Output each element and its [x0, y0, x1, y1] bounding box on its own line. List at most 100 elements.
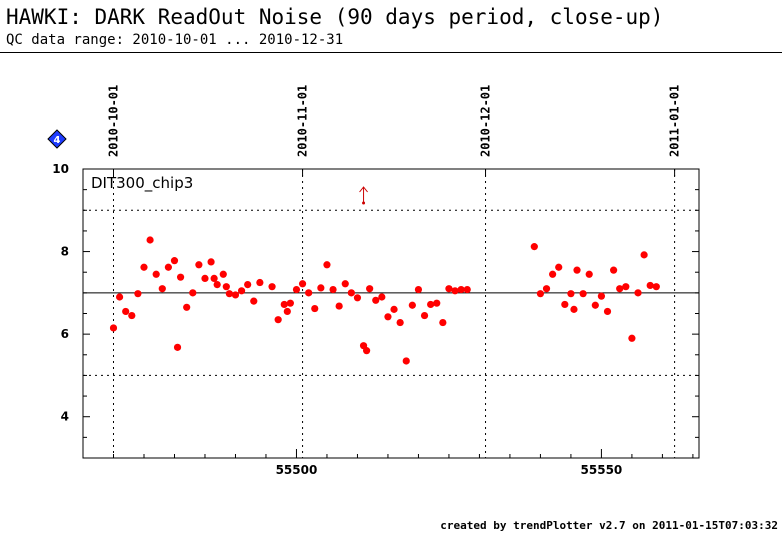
- data-point: [591, 301, 599, 309]
- off-scale-indicator: [359, 186, 368, 205]
- data-point: [122, 307, 130, 316]
- data-point: [451, 287, 459, 295]
- data-point: [152, 270, 160, 278]
- x-tick-label: 55550: [581, 463, 623, 477]
- data-point: [457, 285, 465, 294]
- data-point: [536, 290, 545, 298]
- data-point: [189, 289, 197, 297]
- data-point: [640, 251, 648, 259]
- footer-credit: created by trendPlotter v2.7 on 2011-01-…: [440, 519, 778, 532]
- data-point: [109, 324, 118, 332]
- data-point: [555, 263, 563, 271]
- data-point: [207, 258, 215, 266]
- data-point: [146, 236, 154, 244]
- data-point: [445, 285, 453, 293]
- data-point: [274, 316, 282, 324]
- data-point: [222, 283, 230, 291]
- data-point: [646, 281, 654, 290]
- y-tick-label: 10: [52, 162, 69, 176]
- y-tick-label: 4: [61, 410, 69, 424]
- date-tick-label: 2011-01-01: [668, 85, 682, 157]
- data-point: [158, 285, 166, 293]
- data-point: [134, 290, 142, 298]
- data-point: [283, 307, 291, 316]
- data-point: [396, 318, 404, 327]
- data-point: [170, 257, 179, 265]
- chart-title: HAWKI: DARK ReadOut Noise (90 days perio…: [6, 5, 664, 29]
- data-point: [603, 307, 612, 316]
- data-point: [433, 299, 441, 307]
- data-point: [231, 291, 240, 299]
- data-point: [570, 305, 578, 313]
- data-point: [183, 303, 191, 311]
- data-point: [585, 270, 593, 278]
- data-point: [210, 274, 218, 283]
- data-point: [542, 285, 551, 293]
- data-point: [439, 318, 447, 327]
- date-tick-label: 2010-11-01: [296, 85, 310, 157]
- data-point: [366, 285, 374, 293]
- data-point: [549, 270, 557, 278]
- data-point: [280, 300, 288, 309]
- data-point: [353, 294, 362, 302]
- data-point: [244, 281, 252, 289]
- data-point: [378, 293, 386, 301]
- data-point: [628, 334, 636, 342]
- data-point: [164, 263, 172, 271]
- data-point: [530, 243, 538, 251]
- data-point: [298, 280, 307, 288]
- data-point: [390, 305, 398, 313]
- data-point: [372, 296, 380, 304]
- header-divider: [0, 52, 782, 53]
- data-point: [335, 302, 343, 310]
- data-point: [311, 304, 319, 313]
- data-point: [408, 301, 416, 309]
- data-point: [427, 300, 435, 309]
- data-point: [363, 347, 371, 355]
- date-tick-label: 2010-12-01: [479, 85, 493, 157]
- date-axis: 2010-10-01 2010-11-01 2010-12-01 2011-01-01: [106, 85, 681, 157]
- data-point: [341, 280, 349, 288]
- data-point: [292, 285, 301, 294]
- data-point: [579, 290, 587, 298]
- data-point: [622, 283, 630, 291]
- data-point: [176, 273, 185, 281]
- data-point: [561, 300, 569, 309]
- data-point: [329, 285, 337, 294]
- data-point: [347, 289, 355, 297]
- data-point: [173, 343, 182, 351]
- data-point: [402, 357, 410, 365]
- y-tick-label: 8: [61, 245, 69, 259]
- data-point: [463, 285, 471, 294]
- data-point: [652, 283, 660, 291]
- data-point: [573, 266, 581, 274]
- data-point: [225, 290, 233, 298]
- marker-badge-label: 4: [54, 135, 61, 146]
- reference-lines: [83, 209, 699, 376]
- data-range-subtitle: QC data range: 2010-10-01 ... 2010-12-31: [6, 32, 344, 48]
- data-point: [305, 289, 313, 297]
- y-tick-label: 6: [61, 327, 69, 341]
- data-point: [140, 263, 148, 271]
- data-point: [268, 283, 276, 291]
- data-point: [201, 274, 209, 283]
- data-point: [384, 313, 392, 321]
- x-tick-label: 55500: [276, 463, 318, 477]
- data-point: [317, 284, 325, 292]
- data-point: [256, 278, 264, 287]
- report-marker-icon[interactable]: 4: [47, 129, 67, 149]
- data-point: [420, 311, 429, 320]
- data-point: [323, 261, 331, 269]
- data-point: [250, 297, 258, 305]
- grid-lines: [112, 169, 676, 458]
- data-point: [237, 287, 246, 295]
- panel-label: DIT300_chip3: [91, 174, 193, 193]
- data-point: [567, 290, 575, 298]
- y-axis: 4 6 8 10: [52, 162, 699, 438]
- data-points: [109, 236, 660, 365]
- data-point: [634, 289, 642, 297]
- data-point: [414, 285, 423, 294]
- x-axis: 55500 55550: [82, 449, 694, 477]
- data-point: [195, 261, 203, 269]
